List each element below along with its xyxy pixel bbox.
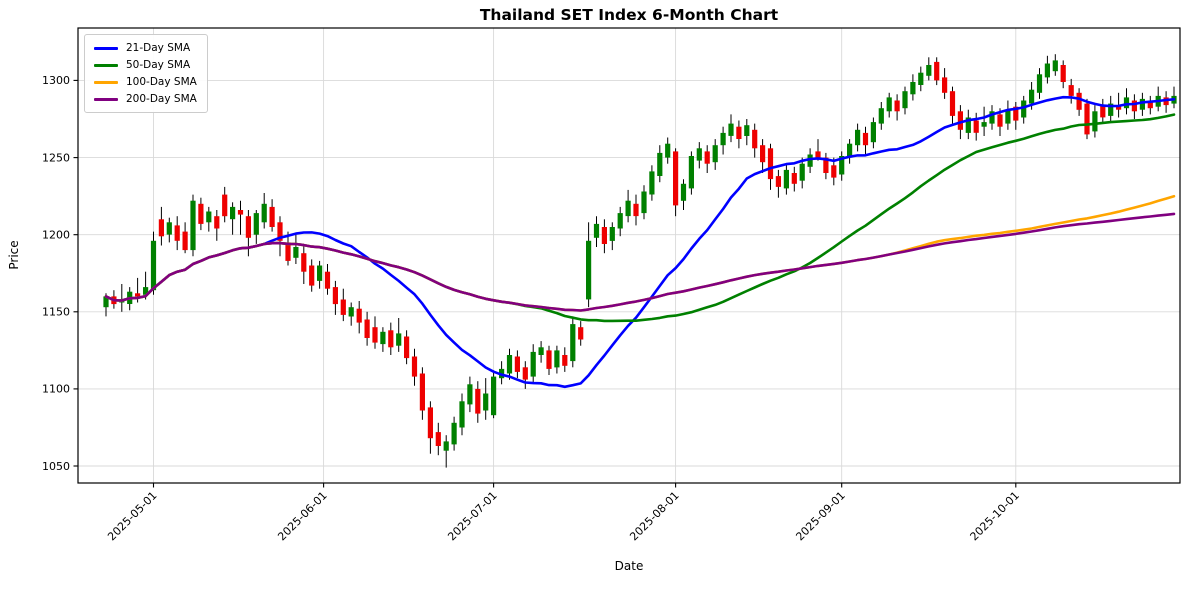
legend-line-swatch xyxy=(94,63,118,67)
legend-item-21d: 21-Day SMA xyxy=(94,42,197,54)
x-axis-label: Date xyxy=(614,559,644,573)
svg-text:2025-10-01: 2025-10-01 xyxy=(968,489,1022,543)
legend-label: 21-Day SMA xyxy=(126,42,191,54)
svg-text:1300: 1300 xyxy=(42,74,70,87)
legend-item-50d: 50-Day SMA xyxy=(94,59,197,71)
svg-text:2025-09-01: 2025-09-01 xyxy=(793,489,847,543)
svg-text:2025-08-01: 2025-08-01 xyxy=(627,489,681,543)
legend-line-swatch xyxy=(94,46,118,50)
svg-text:1050: 1050 xyxy=(42,460,70,473)
legend-line-swatch xyxy=(94,97,118,101)
svg-text:1200: 1200 xyxy=(42,229,70,242)
svg-text:2025-05-01: 2025-05-01 xyxy=(105,489,159,543)
svg-text:1150: 1150 xyxy=(42,306,70,319)
svg-text:1100: 1100 xyxy=(42,383,70,396)
legend-label: 50-Day SMA xyxy=(126,59,191,71)
chart-title: Thailand SET Index 6-Month Chart xyxy=(479,6,779,24)
legend-line-swatch xyxy=(94,80,118,84)
legend-item-200d: 200-Day SMA xyxy=(94,93,197,105)
svg-text:1250: 1250 xyxy=(42,151,70,164)
svg-text:2025-06-01: 2025-06-01 xyxy=(275,489,329,543)
legend-label: 100-Day SMA xyxy=(126,76,197,88)
legend-item-100d: 100-Day SMA xyxy=(94,76,197,88)
svg-text:2025-07-01: 2025-07-01 xyxy=(445,489,499,543)
legend-label: 200-Day SMA xyxy=(126,93,197,105)
legend: 21-Day SMA 50-Day SMA 100-Day SMA 200-Day S… xyxy=(84,34,208,113)
